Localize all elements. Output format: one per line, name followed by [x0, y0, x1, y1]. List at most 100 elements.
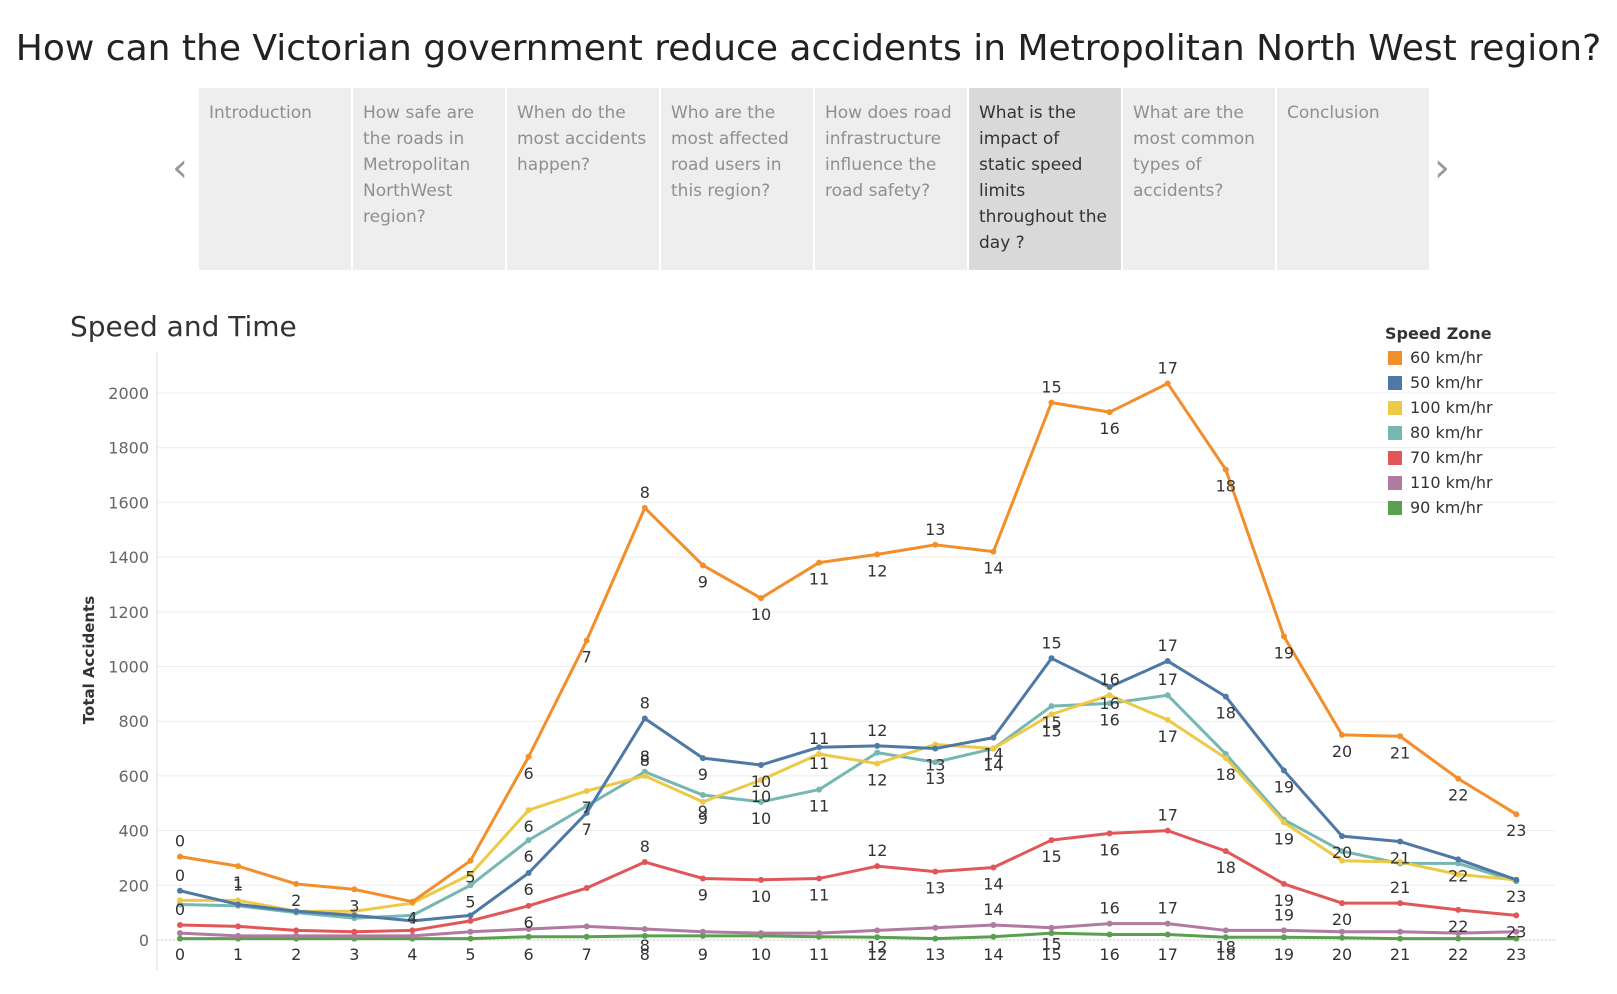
story-point-speed-limits[interactable]: What is the impact of static speed limit… [969, 88, 1121, 270]
legend-item[interactable]: 80 km/hr [1385, 420, 1605, 445]
data-label: 15 [1041, 935, 1061, 954]
x-tick-label: 10 [751, 945, 771, 964]
data-point [1048, 703, 1055, 710]
x-tick-label: 13 [925, 945, 945, 964]
data-point [1048, 930, 1055, 937]
chevron-left-icon[interactable]: ‹ [172, 145, 188, 191]
data-label: 9 [698, 572, 708, 591]
data-point [874, 863, 881, 870]
legend-swatch [1388, 400, 1402, 415]
story-point-road-users[interactable]: Who are the most affected road users in … [661, 88, 813, 270]
data-label: 18 [1216, 937, 1236, 956]
data-label: 0 [175, 900, 185, 919]
data-label: 3 [349, 896, 359, 915]
x-tick-label: 9 [698, 945, 708, 964]
data-point [293, 880, 300, 887]
data-label: 5 [465, 892, 475, 911]
data-point [641, 504, 648, 511]
data-point [1339, 928, 1345, 935]
data-point [758, 876, 764, 883]
story-point-accident-types[interactable]: What are the most common types of accide… [1123, 88, 1275, 270]
data-point [1280, 927, 1287, 934]
data-label: 6 [524, 764, 534, 783]
story-point-infrastructure[interactable]: How does road infrastructure influence t… [815, 88, 967, 270]
data-label: 11 [809, 885, 829, 904]
legend-item[interactable]: 100 km/hr [1385, 395, 1605, 420]
data-point [1513, 811, 1520, 818]
data-point [1222, 927, 1229, 934]
x-tick-label: 15 [1041, 945, 1061, 964]
legend-item[interactable]: 70 km/hr [1385, 445, 1605, 470]
y-tick-label: 600 [118, 767, 149, 786]
data-point [1106, 692, 1113, 699]
data-point [1339, 731, 1345, 738]
data-point [1048, 711, 1055, 718]
x-tick-label: 11 [809, 945, 829, 964]
data-point [1048, 924, 1055, 931]
data-point [1397, 928, 1404, 935]
x-tick-label: 3 [349, 945, 359, 964]
legend-label: 110 km/hr [1410, 473, 1493, 492]
story-point-introduction[interactable]: Introduction [199, 88, 351, 270]
story-point-accident-timing[interactable]: When do the most accidents happen? [507, 88, 659, 270]
data-label: 0 [175, 832, 185, 851]
data-label: 21 [1390, 878, 1410, 897]
data-label: 4 [407, 909, 417, 928]
legend-item[interactable]: 60 km/hr [1385, 345, 1605, 370]
data-point [641, 715, 648, 722]
legend-item[interactable]: 110 km/hr [1385, 470, 1605, 495]
x-tick-label: 17 [1158, 945, 1178, 964]
data-point [525, 926, 532, 933]
data-point [583, 933, 590, 940]
data-label: 18 [1216, 704, 1236, 723]
legend-item[interactable]: 90 km/hr [1385, 495, 1605, 520]
data-label: 19 [1274, 891, 1294, 910]
series-line [180, 931, 1517, 941]
x-tick-label: 7 [582, 945, 592, 964]
y-tick-label: 200 [118, 876, 149, 895]
data-point [990, 548, 997, 555]
y-tick-label: 1600 [108, 493, 149, 512]
data-point [1397, 838, 1404, 845]
data-point [816, 744, 823, 751]
data-label: 16 [1099, 710, 1119, 729]
data-point [1164, 692, 1171, 699]
data-point [641, 768, 648, 775]
data-label: 12 [867, 937, 887, 956]
data-point [467, 928, 474, 935]
story-points: Introduction How safe are the roads in M… [199, 88, 1431, 270]
data-label: 14 [983, 559, 1003, 578]
x-tick-label: 14 [983, 945, 1003, 964]
data-point [1106, 830, 1113, 837]
data-label: 14 [983, 745, 1003, 764]
data-point [874, 749, 881, 756]
data-point [583, 809, 590, 816]
data-label: 18 [1216, 858, 1236, 877]
data-label: 19 [1274, 829, 1294, 848]
data-point [932, 924, 939, 931]
data-label: 9 [698, 765, 708, 784]
data-label: 12 [867, 721, 887, 740]
data-point [1513, 876, 1520, 883]
data-label: 14 [983, 756, 1003, 775]
legend-item[interactable]: 50 km/hr [1385, 370, 1605, 395]
story-point-conclusion[interactable]: Conclusion [1277, 88, 1429, 270]
data-point [1280, 934, 1287, 941]
data-point [816, 930, 823, 937]
data-label: 17 [1158, 899, 1178, 918]
data-label: 11 [809, 797, 829, 816]
page-title: How can the Victorian government reduce … [15, 28, 1602, 69]
data-point [525, 933, 532, 940]
data-point [699, 875, 706, 882]
chevron-right-icon[interactable]: › [1434, 145, 1450, 191]
data-point [1455, 860, 1462, 867]
data-label: 2 [291, 891, 301, 910]
data-label: 6 [524, 880, 534, 899]
data-point [932, 741, 939, 748]
data-point [1280, 633, 1287, 640]
data-point [467, 882, 474, 889]
series-line [179, 922, 1517, 938]
data-point [525, 807, 532, 814]
story-point-road-safety[interactable]: How safe are the roads in Metropolitan N… [353, 88, 505, 270]
